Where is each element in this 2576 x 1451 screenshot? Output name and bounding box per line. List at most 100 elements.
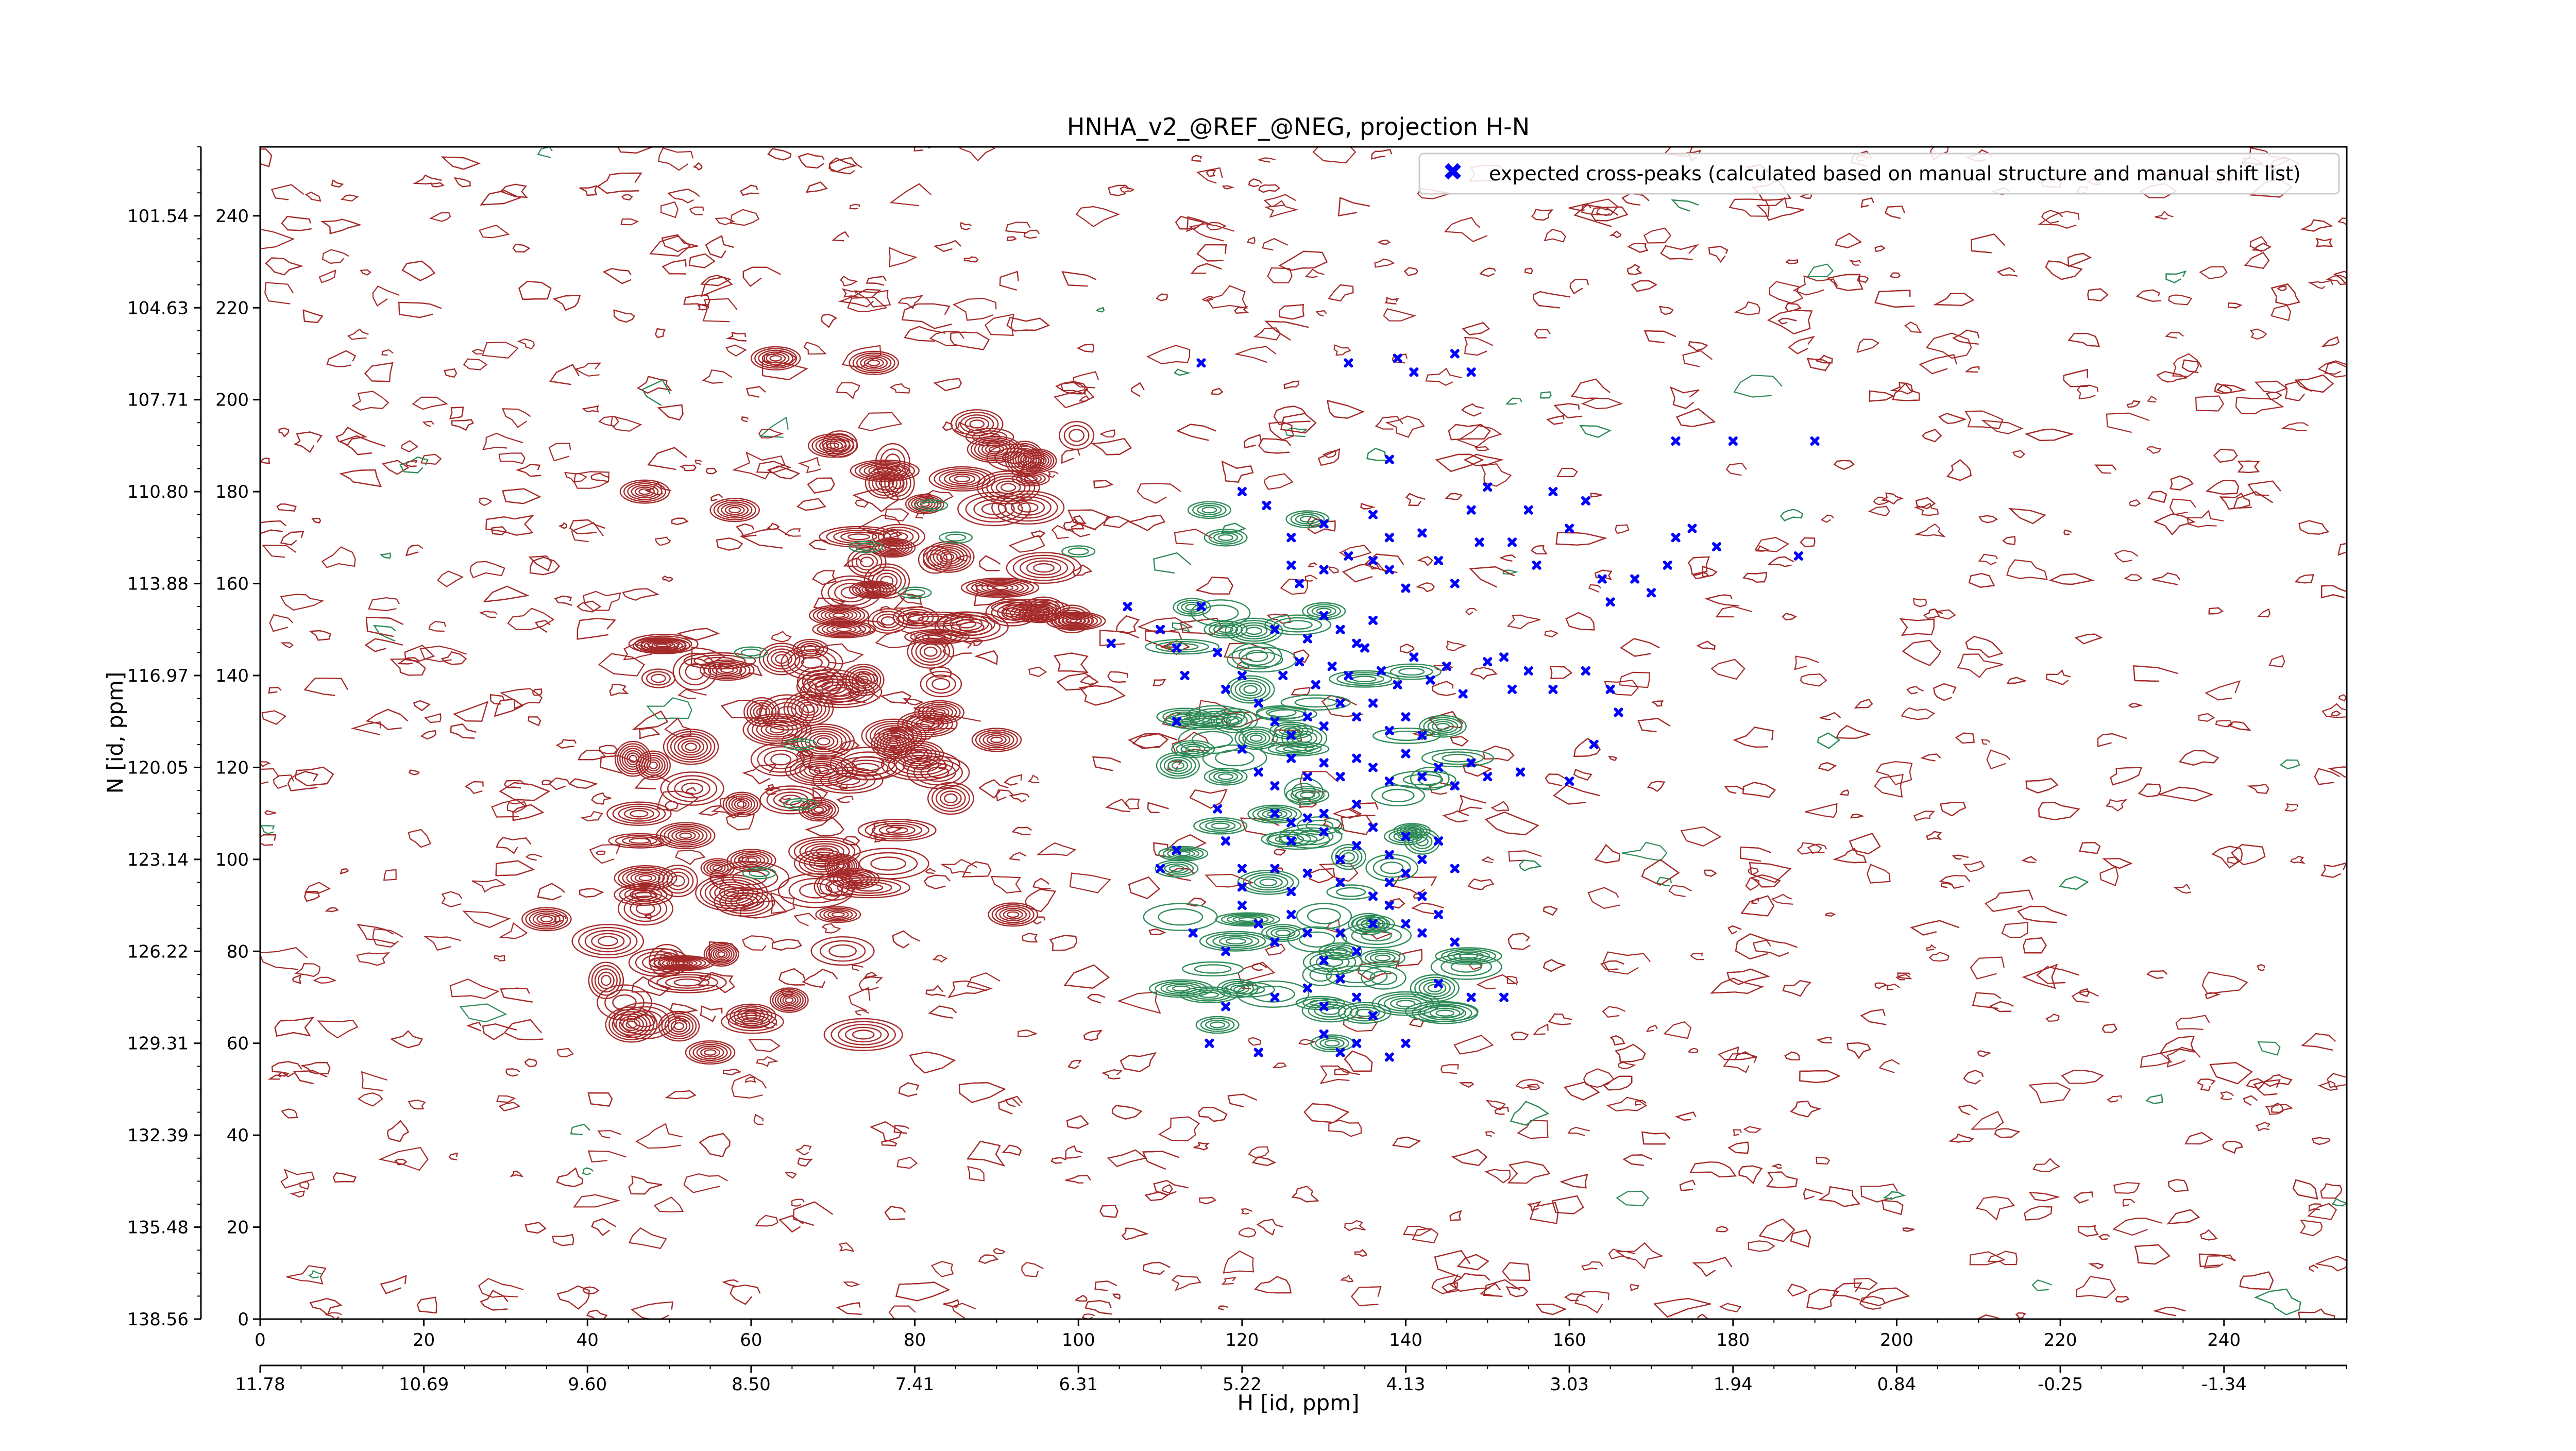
noise-contour (2235, 397, 2284, 415)
noise-contour (1174, 368, 1191, 376)
peak-contour (634, 873, 657, 883)
noise-contour (2061, 1070, 2104, 1084)
noise-contour (1425, 367, 1462, 386)
peak-contour (1185, 603, 1199, 611)
noise-contour (1816, 1156, 1831, 1165)
peak-contour (1328, 946, 1353, 957)
peak-contour (826, 442, 840, 449)
noise-contour (1590, 206, 1629, 222)
noise-contour (1078, 685, 1126, 706)
noise-contour (1112, 1105, 1143, 1120)
noise-contour (847, 297, 888, 312)
noise-contour (746, 386, 766, 398)
noise-contour (1507, 933, 1531, 950)
peak-contour (1267, 833, 1304, 845)
peak-contour (1213, 532, 1239, 543)
noise-contour (2178, 750, 2219, 766)
peak-contour (851, 756, 885, 771)
noise-contour (1794, 655, 1819, 670)
cross-peak-marker (1352, 992, 1362, 1002)
noise-contour (357, 1092, 383, 1107)
noise-contour (1047, 471, 1059, 478)
cross-peak-marker (1426, 675, 1435, 685)
peak-contour (1054, 614, 1098, 628)
peak-contour (872, 524, 925, 550)
noise-contour (2140, 1052, 2173, 1068)
noise-contour (2079, 842, 2101, 854)
noise-contour (552, 295, 581, 311)
cross-peak-marker (1466, 758, 1476, 768)
noise-contour (2320, 585, 2347, 599)
peak-contour (937, 611, 995, 636)
cross-peak-marker (1581, 496, 1590, 505)
peak-contour (597, 936, 618, 947)
noise-contour (641, 379, 671, 406)
noise-contour (2294, 574, 2314, 584)
noise-contour (491, 799, 527, 818)
peak-contour (659, 823, 711, 848)
noise-contour (1800, 537, 1816, 547)
noise-contour (694, 460, 702, 465)
peak-contour (1393, 831, 1418, 842)
peak-contour (1176, 851, 1191, 856)
noise-contour (1860, 1008, 1887, 1025)
peak-contour (649, 761, 658, 769)
noise-contour (339, 435, 386, 455)
peak-contour (693, 654, 746, 667)
noise-contour (1061, 271, 1096, 287)
peak-contour (1261, 924, 1305, 942)
peak-contour (743, 697, 780, 727)
peak-contour (942, 615, 1001, 639)
noise-contour (1484, 1169, 1511, 1184)
noise-contour (1564, 1082, 1600, 1101)
noise-contour (1981, 739, 1991, 745)
noise-contour (2122, 1199, 2136, 1207)
noise-contour (505, 1068, 520, 1077)
peak-contour (605, 1006, 658, 1043)
noise-contour (1465, 608, 1478, 616)
cross-peak-marker (1335, 1048, 1345, 1057)
noise-contour (1875, 761, 1913, 785)
noise-contour (1710, 659, 1745, 680)
noise-contour (326, 350, 357, 367)
noise-contour (1120, 1052, 1157, 1072)
noise-contour (413, 174, 442, 184)
noise-contour (1172, 622, 1191, 633)
peak-contour (907, 613, 924, 622)
noise-contour (1333, 344, 1351, 356)
noise-contour (739, 900, 787, 919)
peak-contour (1365, 951, 1401, 965)
noise-contour (1615, 524, 1630, 534)
noise-contour (767, 148, 792, 161)
noise-contour (1265, 943, 1286, 956)
peak-contour (594, 968, 618, 993)
peak-contour (847, 547, 887, 577)
noise-contour (1564, 1293, 1586, 1302)
peak-contour (770, 753, 792, 766)
peak-contour (1155, 981, 1208, 997)
noise-contour (265, 257, 304, 276)
noise-contour (1820, 712, 1841, 720)
noise-contour (1740, 895, 1775, 917)
noise-contour (2169, 498, 2196, 515)
cross-peak-marker (1434, 836, 1444, 846)
noise-contour (1790, 1101, 1822, 1118)
noise-contour (1913, 598, 1927, 608)
cross-peak-marker (1507, 537, 1517, 547)
noise-contour (2317, 1081, 2338, 1091)
peak-contour (933, 709, 946, 716)
noise-contour (423, 936, 462, 951)
noise-contour (1860, 1287, 1910, 1307)
peak-contour (675, 831, 696, 841)
noise-contour (1028, 774, 1040, 784)
noise-contour (1725, 463, 1747, 476)
noise-contour (1975, 1196, 2015, 1221)
noise-contour (1049, 935, 1078, 951)
noise-contour (963, 256, 979, 263)
cross-peak-marker (1319, 611, 1329, 620)
peak-contour (671, 829, 700, 842)
cross-peak-marker (1237, 864, 1247, 873)
noise-contour (2253, 1079, 2281, 1096)
noise-contour (1581, 1261, 1604, 1271)
noise-contour (662, 259, 687, 275)
